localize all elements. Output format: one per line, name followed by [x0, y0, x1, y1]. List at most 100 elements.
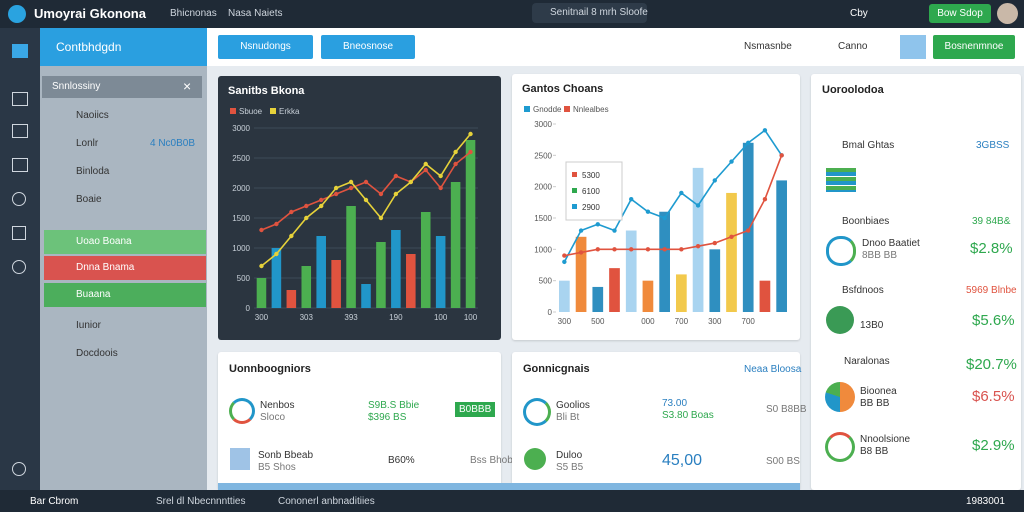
line-point: [304, 215, 309, 221]
summary-label: Nnoolsione: [860, 434, 911, 445]
close-icon[interactable]: ×: [183, 78, 192, 94]
sidebar-item[interactable]: Docdoois: [76, 348, 118, 359]
y-tick-label: 500: [237, 274, 251, 283]
badge[interactable]: B0BBB: [455, 402, 496, 417]
y-tick-label: 0: [246, 304, 251, 313]
line-point: [468, 149, 473, 155]
line-point: [746, 228, 751, 233]
summary-label: Bsfdnoos: [842, 285, 884, 296]
highlight-item[interactable]: Uoao Boana: [44, 230, 206, 254]
sidebar-item[interactable]: Boaie: [76, 194, 102, 205]
line-point: [453, 149, 458, 155]
logo[interactable]: [8, 5, 26, 23]
line-point: [712, 178, 717, 183]
toolbar-action[interactable]: Bosnenmnoe: [933, 35, 1015, 59]
highlight-item[interactable]: Buaana: [44, 283, 206, 307]
x-tick-label: 300: [558, 317, 572, 326]
x-tick-label: 300: [255, 313, 269, 322]
x-tick-label: 300: [708, 317, 722, 326]
search-box[interactable]: Senitnail 8 mrh Sloofe: [532, 3, 648, 23]
header-button[interactable]: Bow Sdop: [929, 4, 991, 23]
sidebar-item[interactable]: Binloda: [76, 166, 110, 177]
footer-tab[interactable]: Srel dl Nbecnnntties: [156, 496, 246, 507]
row-label: Duloo: [556, 450, 583, 461]
line-point: [319, 197, 324, 203]
avatar[interactable]: [997, 3, 1018, 24]
donut-icon: [825, 432, 855, 462]
nav-item[interactable]: Nasa Naiets: [228, 8, 283, 19]
legend-swatch: [270, 108, 276, 114]
bar: [465, 140, 476, 308]
rail-icon[interactable]: [12, 44, 28, 58]
nav-item[interactable]: Bhicnonas: [170, 8, 217, 19]
row-value: Bss Bhob: [470, 455, 513, 466]
line-point: [729, 159, 734, 164]
pie-icon: [524, 448, 546, 470]
y-tick-label: 2500: [534, 151, 552, 160]
tooltip-label: 5300: [582, 171, 600, 180]
bar: [575, 236, 587, 312]
rail-icon[interactable]: [12, 260, 26, 274]
toolbar-label[interactable]: Canno: [838, 41, 868, 52]
bar: [301, 266, 312, 308]
bar: [625, 230, 637, 312]
row-value: B60%: [388, 455, 415, 466]
toolbar-label[interactable]: Nsmasnbe: [744, 41, 792, 52]
tooltip-swatch: [572, 204, 577, 209]
doc-icon: [230, 448, 250, 470]
summary-value: $2.9%: [972, 437, 1015, 454]
card-link[interactable]: Neaa Bloosa: [744, 364, 802, 375]
highlight-item[interactable]: Dnna Bnama: [44, 256, 206, 280]
footer-bar: [0, 490, 1024, 512]
rail-icon[interactable]: [12, 158, 28, 172]
scroll-strip: [218, 483, 800, 490]
bar: [406, 254, 416, 308]
bar: [346, 206, 356, 308]
chart-title: Gantos Choans: [522, 83, 603, 95]
line-point: [662, 215, 667, 221]
legend-label: Gnodde: [533, 105, 562, 114]
footer-label: Bar Cbrom: [30, 496, 79, 507]
sidebar-item[interactable]: Naoiics: [76, 110, 109, 121]
bar: [659, 211, 670, 312]
row-label: Nenbos: [260, 400, 295, 411]
y-tick-label: 3000: [534, 120, 552, 129]
bar: [592, 286, 604, 312]
row-value: S3.80 Boas: [662, 410, 714, 421]
sidebar-item[interactable]: Lonlr: [76, 138, 99, 149]
row-value: $396 BS: [368, 412, 407, 423]
sidebar-item[interactable]: Iunior: [76, 320, 102, 331]
row-sub: Bli Bt: [556, 412, 580, 423]
rail-icon[interactable]: [12, 192, 26, 206]
toolbar-icon-button[interactable]: [900, 35, 926, 59]
donut-icon: [826, 236, 856, 266]
summary-sub: Bioonea: [860, 386, 897, 397]
line-point: [746, 140, 751, 145]
line-point: [259, 227, 264, 233]
footer-tab[interactable]: Cononerl anbnaditiies: [278, 496, 375, 507]
line-point: [304, 203, 309, 209]
rail-icon[interactable]: [12, 226, 26, 240]
rail-icon[interactable]: [12, 92, 28, 106]
line-point: [645, 247, 651, 252]
y-tick-label: 500: [539, 277, 553, 286]
line-point: [378, 191, 384, 197]
bar: [559, 280, 570, 312]
line-point: [289, 209, 294, 215]
rail-icon[interactable]: [12, 462, 26, 476]
x-tick-label: 303: [300, 313, 314, 322]
line-point: [438, 185, 443, 191]
line-point: [612, 228, 617, 233]
rail-icon[interactable]: [12, 124, 28, 138]
toolbar-button[interactable]: Bneosnose: [321, 35, 415, 59]
sidebar-header[interactable]: Contbhdgdn: [40, 28, 207, 66]
tooltip-label: 2900: [582, 203, 600, 212]
row-side: S0 B8BB: [766, 404, 807, 415]
line-point: [408, 179, 413, 185]
summary-tag: 5969 Blnbe: [966, 285, 1017, 296]
bar: [642, 280, 654, 312]
chart-title: Sanitbs Bkona: [228, 85, 305, 97]
stack-icon: [826, 168, 856, 192]
toolbar-button[interactable]: Nsnudongs: [218, 35, 313, 59]
top-bar: [0, 0, 1024, 28]
